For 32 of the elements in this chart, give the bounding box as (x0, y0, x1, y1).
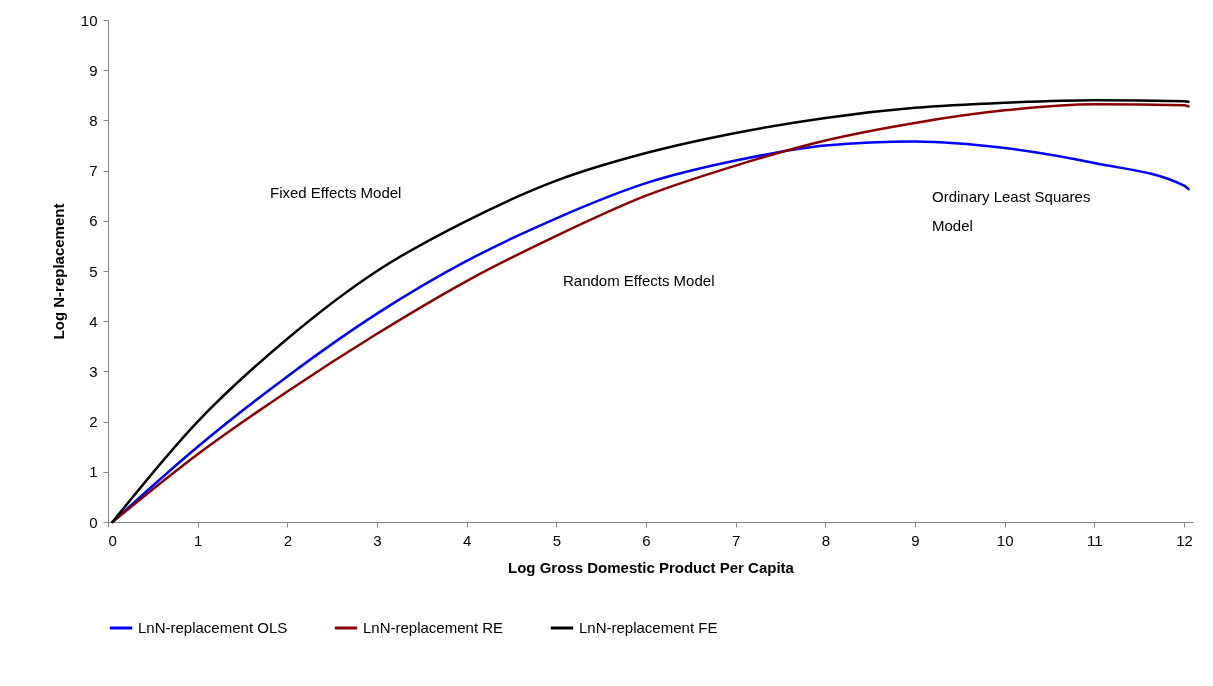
y-tick-label: 6 (89, 212, 98, 230)
x-tick-label: 1 (194, 531, 203, 549)
x-tick-label: 2 (283, 531, 293, 549)
legend-label: LnN-replacement FE (579, 619, 718, 636)
annotation: Ordinary Least Squares Model (932, 188, 1091, 234)
y-axis-title: Log N-replacement (49, 203, 67, 340)
x-tick-label: 5 (552, 531, 562, 549)
y-tick-label: 3 (89, 362, 98, 380)
x-tick-label: 7 (732, 531, 741, 549)
x-tick-label: 4 (463, 531, 472, 549)
x-tick-label: 6 (642, 531, 651, 549)
y-tick-label: 8 (89, 111, 98, 129)
legend-label: LnN-replacement RE (363, 619, 504, 636)
x-tick-label: 12 (1176, 531, 1193, 549)
y-tick-label: 5 (89, 262, 98, 280)
y-tick-label: 7 (89, 162, 98, 180)
y-tick-label: 10 (80, 11, 98, 29)
x-tick-label: 3 (373, 531, 382, 549)
y-tick-label: 2 (89, 413, 98, 431)
x-tick-label: 9 (911, 531, 920, 549)
y-tick-label: 0 (89, 513, 98, 531)
annotation: Fixed Effects Model (270, 184, 402, 201)
x-axis-title: Log Gross Domestic Product Per Capita (508, 558, 795, 576)
annotation: Random Effects Model (563, 272, 715, 289)
x-tick-label: 0 (108, 531, 117, 549)
y-tick-label: 1 (89, 463, 98, 481)
y-tick-label: 9 (89, 61, 98, 79)
legend-label: LnN-replacement OLS (138, 619, 288, 636)
x-tick-label: 8 (821, 531, 831, 549)
x-tick-label: 11 (1087, 531, 1103, 549)
y-tick-label: 4 (89, 312, 98, 330)
x-tick-label: 10 (996, 531, 1014, 549)
